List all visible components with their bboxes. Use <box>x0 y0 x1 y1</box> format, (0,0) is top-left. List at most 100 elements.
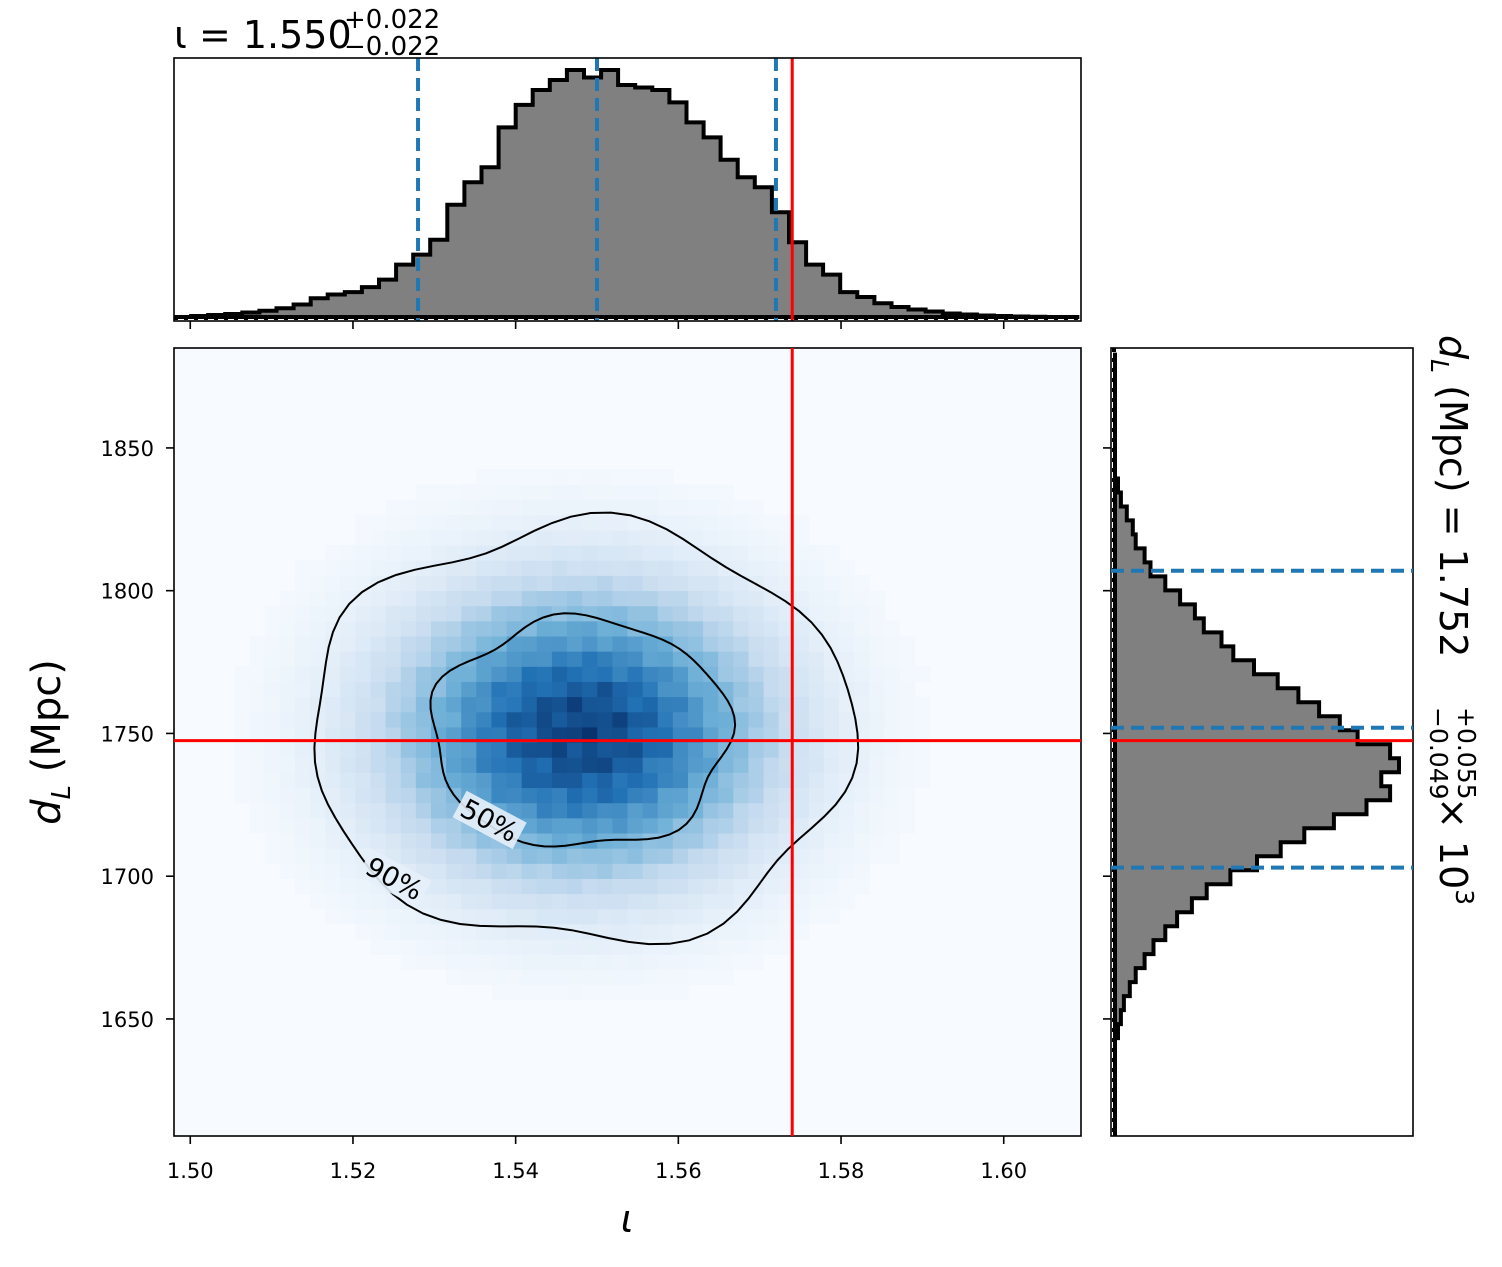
density-cell <box>899 802 916 819</box>
density-cell <box>310 696 326 713</box>
density-cell <box>294 666 311 682</box>
density-cell <box>430 711 447 728</box>
density-cell <box>597 863 613 879</box>
y-axis-label-sub: L <box>47 785 77 800</box>
density-cell <box>824 681 840 698</box>
density-cell <box>400 726 417 743</box>
density-cell <box>582 514 598 531</box>
density-cell <box>854 848 870 864</box>
density-cell <box>430 832 447 849</box>
density-cell <box>597 514 613 531</box>
density-cell <box>491 469 508 485</box>
density-cell <box>642 711 659 728</box>
density-cell <box>415 787 432 804</box>
density-cell <box>264 681 281 698</box>
density-cell <box>808 772 825 789</box>
density-cell <box>415 696 432 713</box>
density-cell <box>627 954 644 970</box>
density-cell <box>627 666 644 682</box>
density-cell <box>763 635 780 652</box>
density-cell <box>718 620 734 637</box>
density-cell <box>294 787 311 804</box>
density-cell <box>612 742 629 758</box>
density-cell <box>869 711 886 728</box>
density-cell <box>582 620 598 637</box>
density-cell <box>461 908 477 925</box>
density-cell <box>551 469 568 485</box>
density-cell <box>249 802 266 819</box>
density-cell <box>551 969 568 986</box>
density-cell <box>294 742 311 758</box>
density-cell <box>234 711 251 728</box>
density-cell <box>703 651 719 667</box>
density-cell <box>793 923 810 940</box>
density-heatmap <box>234 469 931 1001</box>
density-cell <box>854 696 870 713</box>
density-cell <box>582 848 598 864</box>
density-cell <box>536 575 553 592</box>
density-cell <box>310 605 326 622</box>
density-cell <box>430 878 447 895</box>
density-cell <box>869 696 886 713</box>
density-cell <box>551 954 568 970</box>
density-cell <box>415 651 432 667</box>
density-cell <box>310 802 326 819</box>
density-cell <box>536 469 553 485</box>
density-cell <box>778 590 795 607</box>
density-cell <box>824 605 840 622</box>
density-cell <box>249 635 266 652</box>
density-cell <box>687 635 704 652</box>
density-cell <box>551 590 568 607</box>
density-cell <box>234 742 251 758</box>
density-cell <box>294 832 311 849</box>
density-cell <box>657 908 674 925</box>
density-cell <box>778 817 795 834</box>
density-cell <box>279 620 296 637</box>
density-cell <box>808 878 825 895</box>
density-cell <box>355 590 372 607</box>
density-cell <box>642 560 659 576</box>
density-cell <box>370 696 387 713</box>
density-cell <box>672 863 689 879</box>
density-cell <box>763 666 780 682</box>
density-cell <box>446 635 462 652</box>
density-cell <box>506 726 523 743</box>
density-cell <box>778 651 795 667</box>
density-cell <box>536 499 553 516</box>
density-cell <box>430 514 447 531</box>
density-cell <box>778 863 795 879</box>
density-cell <box>325 832 341 849</box>
density-cell <box>657 651 674 667</box>
density-cell <box>824 908 840 925</box>
density-cell <box>446 848 462 864</box>
density-cell <box>718 696 734 713</box>
density-cell <box>521 726 538 743</box>
density-cell <box>612 529 629 546</box>
density-cell <box>687 620 704 637</box>
density-cell <box>385 726 402 743</box>
x-axis-label: ι <box>621 1197 634 1241</box>
density-cell <box>400 757 417 773</box>
density-cell <box>703 560 719 576</box>
density-cell <box>778 802 795 819</box>
density-cell <box>642 757 659 773</box>
density-cell <box>824 848 840 864</box>
density-cell <box>884 620 901 637</box>
density-cell <box>914 772 931 789</box>
density-cell <box>703 620 719 637</box>
density-cell <box>884 787 901 804</box>
density-cell <box>521 908 538 925</box>
density-cell <box>914 757 931 773</box>
density-cell <box>778 726 795 743</box>
density-cell <box>854 757 870 773</box>
density-cell <box>703 605 719 622</box>
density-cell <box>672 878 689 895</box>
density-cell <box>567 529 583 546</box>
density-cell <box>748 757 765 773</box>
density-cell <box>249 772 266 789</box>
density-cell <box>627 984 644 1001</box>
density-cell <box>461 832 477 849</box>
density-cell <box>612 772 629 789</box>
density-cell <box>551 772 568 789</box>
density-cell <box>824 832 840 849</box>
